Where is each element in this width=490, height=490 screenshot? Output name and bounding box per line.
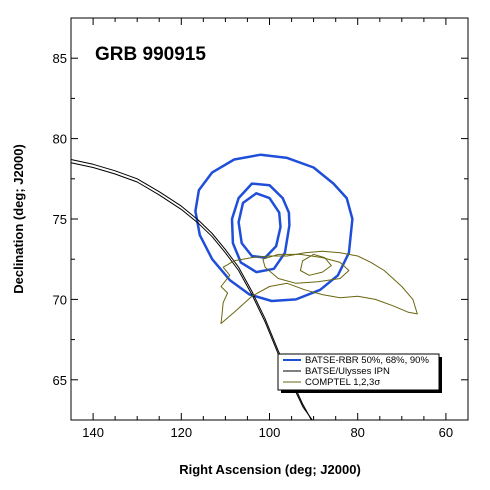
- series-rbr-1: [230, 182, 291, 274]
- legend: BATSE-RBR 50%, 68%, 90% BATSE/Ulysses IP…: [277, 353, 442, 393]
- y-tick-label: 80: [53, 132, 67, 147]
- series-comptel-6: [262, 253, 350, 284]
- series-rbr-0: [237, 192, 282, 259]
- series-layer: [70, 153, 418, 421]
- legend-label-comptel: COMPTEL 1,2,3σ: [305, 377, 380, 388]
- legend-label-ipn: BATSE/Ulysses IPN: [305, 366, 390, 377]
- y-tick-label: 75: [53, 212, 67, 227]
- y-tick-label: 65: [53, 373, 67, 388]
- x-tick-label: 120: [170, 425, 192, 440]
- x-axis-title: Right Ascension (deg; J2000): [179, 462, 361, 477]
- y-axis-title: Declination (deg; J2000): [11, 144, 26, 294]
- series-comptel-5: [299, 253, 332, 276]
- series-comptel-7: [220, 250, 418, 324]
- y-tick-label: 70: [53, 292, 67, 307]
- legend-label-rbr: BATSE-RBR 50%, 68%, 90%: [305, 355, 429, 366]
- x-tick-label: 140: [82, 425, 104, 440]
- legend-box: [277, 353, 440, 391]
- x-tick-label: 80: [350, 425, 364, 440]
- x-tick-label: 100: [259, 425, 281, 440]
- plot-frame: [70, 17, 469, 421]
- y-tick-label: 85: [53, 51, 67, 66]
- tick-layer: 140 120 100 80 60 65 70 75 80 85: [53, 17, 468, 440]
- x-tick-label: 60: [439, 425, 453, 440]
- chart-title: GRB 990915: [95, 44, 206, 65]
